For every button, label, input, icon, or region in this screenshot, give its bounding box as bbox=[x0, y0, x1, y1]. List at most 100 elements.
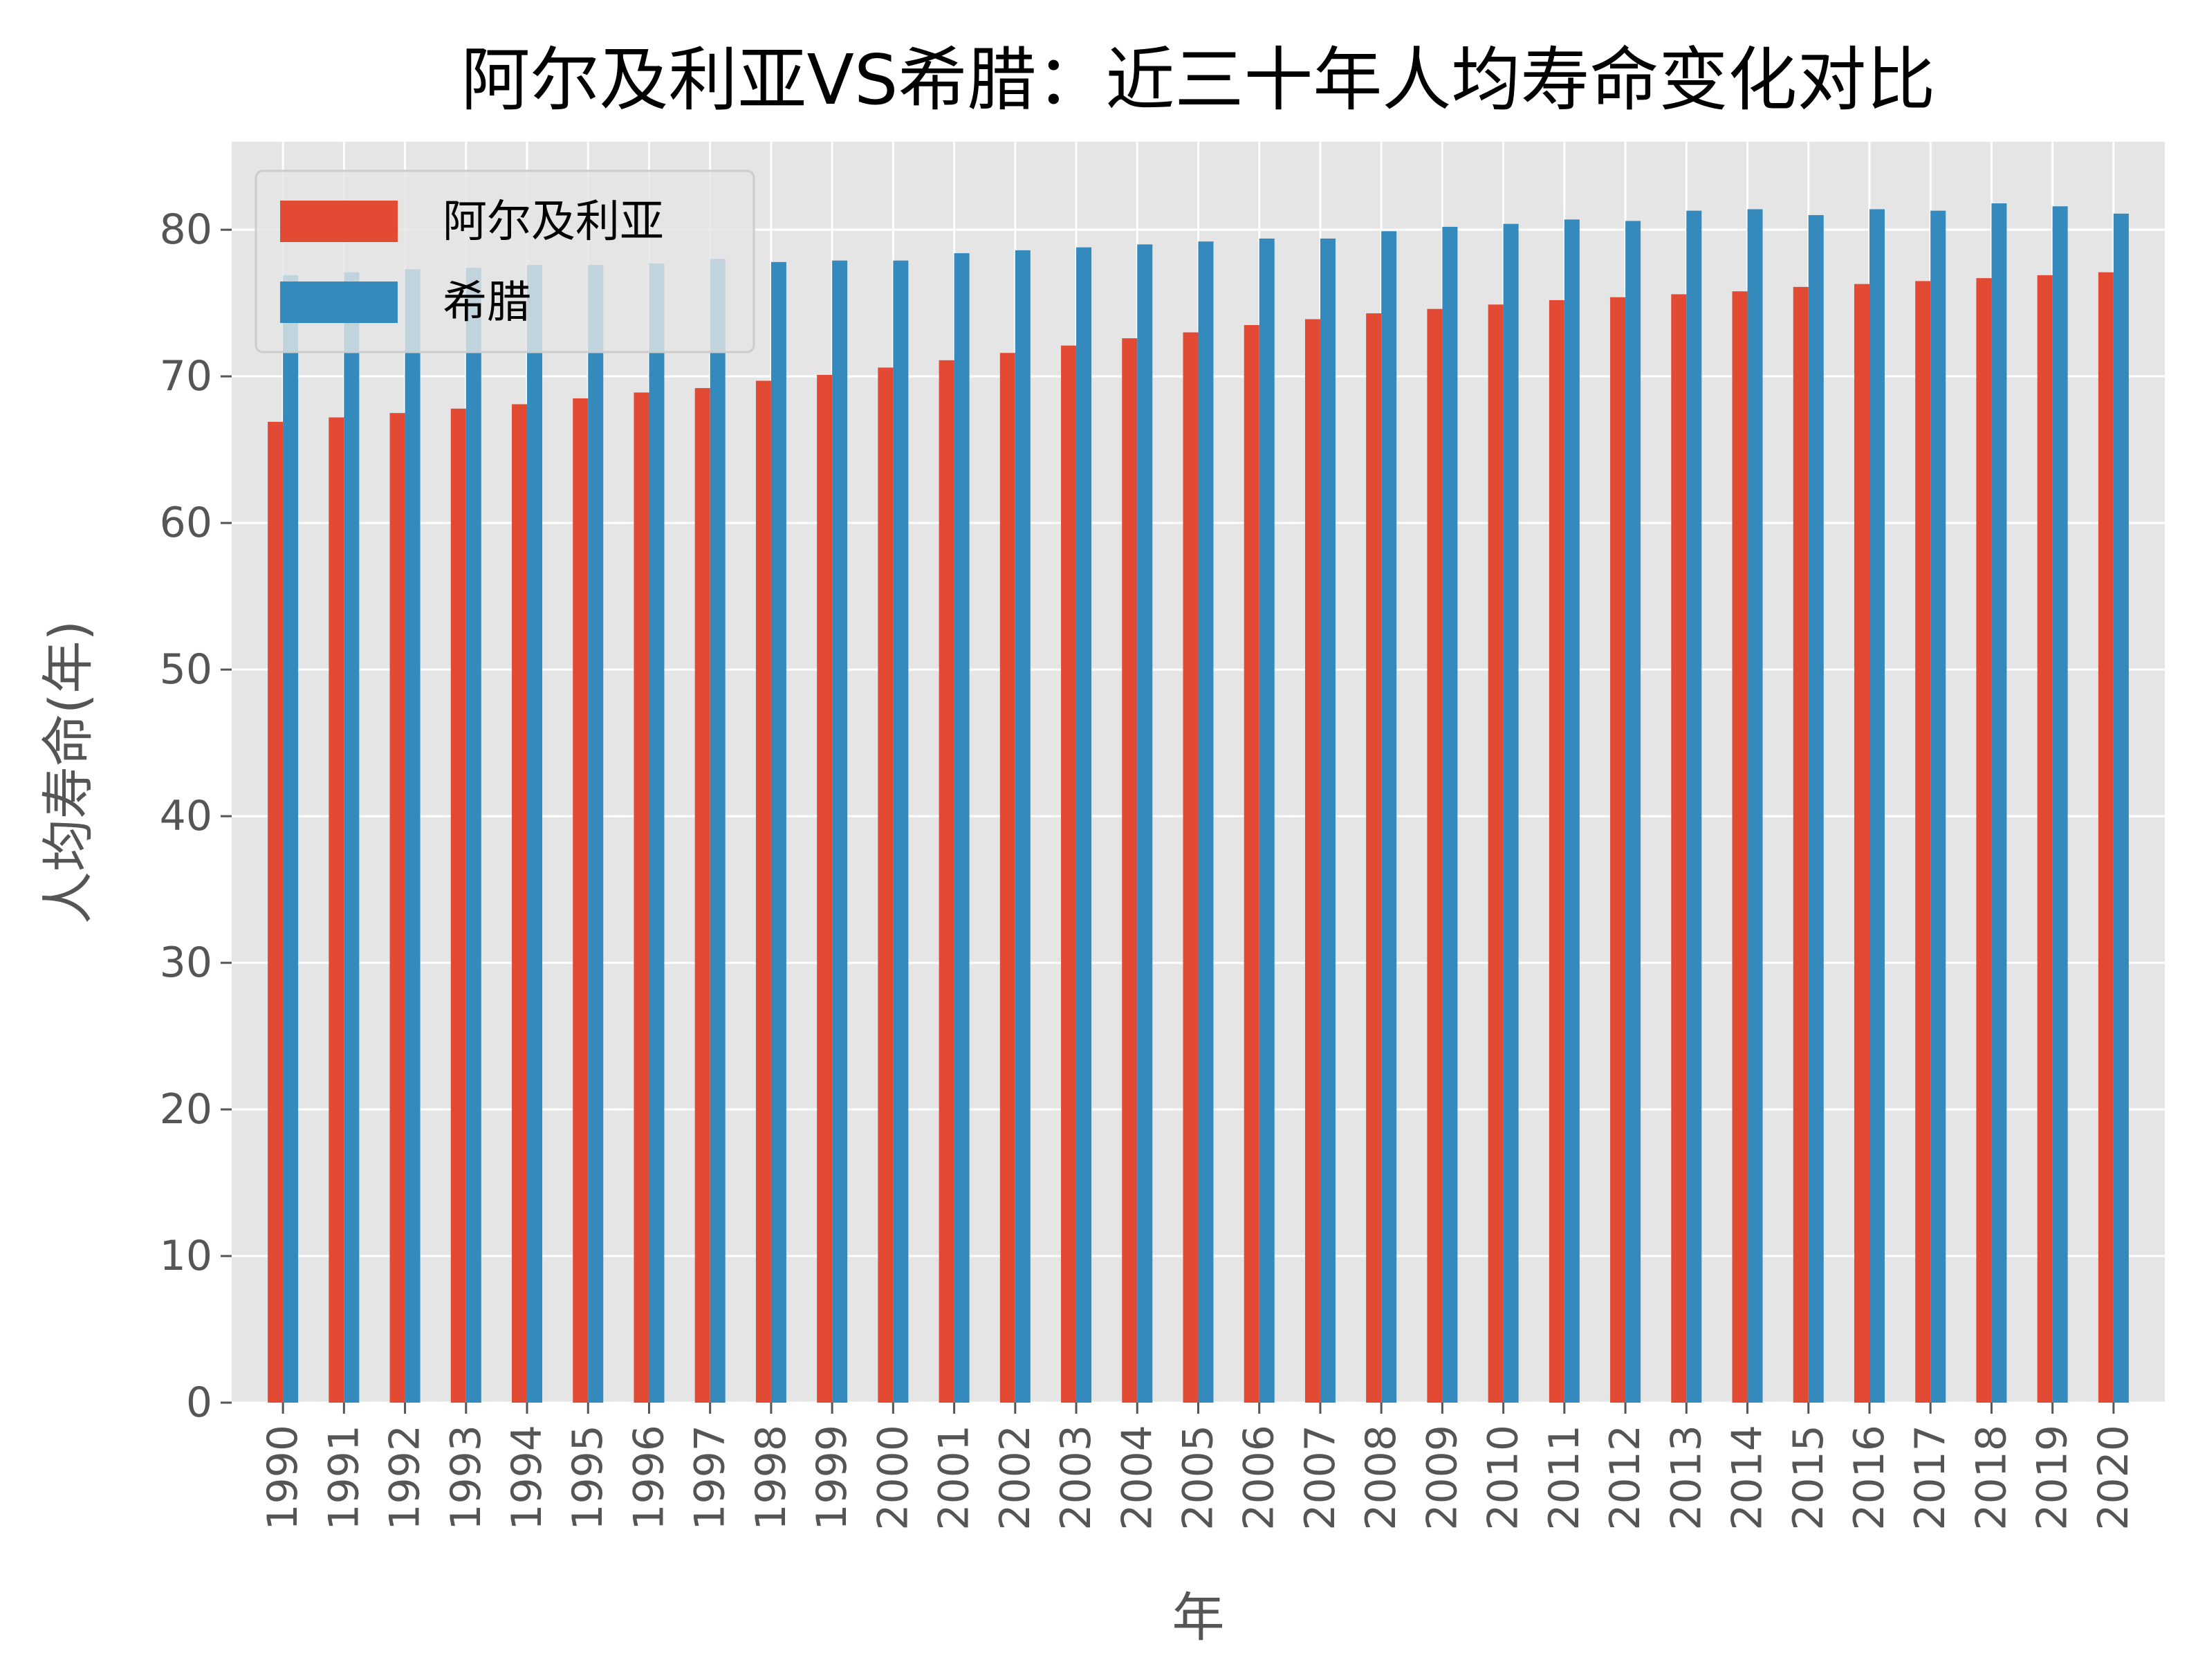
bar-algeria-2020 bbox=[2098, 272, 2114, 1403]
bar-greece-1995 bbox=[588, 265, 604, 1403]
bar-greece-1994 bbox=[527, 265, 543, 1403]
bar-algeria-2018 bbox=[1976, 278, 1992, 1403]
bar-greece-2001 bbox=[954, 253, 970, 1403]
bar-algeria-1994 bbox=[512, 404, 528, 1403]
bar-greece-2000 bbox=[893, 260, 909, 1403]
bar-algeria-2012 bbox=[1610, 297, 1626, 1403]
y-axis-label: 人均寿命(年) bbox=[37, 620, 99, 924]
y-tick-label: 30 bbox=[160, 939, 212, 987]
y-tick-label: 20 bbox=[160, 1085, 212, 1134]
bar-greece-2017 bbox=[1930, 210, 1946, 1403]
bar-algeria-1996 bbox=[634, 392, 649, 1403]
bar-algeria-1995 bbox=[573, 398, 589, 1403]
bar-algeria-2006 bbox=[1244, 324, 1259, 1403]
x-tick-label: 2009 bbox=[1418, 1425, 1466, 1531]
bar-greece-1998 bbox=[770, 261, 786, 1403]
bar-algeria-2017 bbox=[1915, 281, 1931, 1403]
bar-algeria-2010 bbox=[1488, 304, 1504, 1403]
x-tick-label: 2017 bbox=[1906, 1425, 1955, 1531]
bar-greece-1996 bbox=[649, 263, 665, 1403]
x-tick-label: 1990 bbox=[259, 1425, 307, 1531]
bar-algeria-2007 bbox=[1304, 319, 1320, 1403]
legend-label-algeria: 阿尔及利亚 bbox=[443, 196, 664, 248]
x-tick-label: 2020 bbox=[2089, 1425, 2138, 1531]
bar-greece-2005 bbox=[1198, 241, 1214, 1403]
x-tick-label: 1996 bbox=[625, 1425, 673, 1531]
x-tick-label: 2015 bbox=[1784, 1425, 1833, 1531]
bar-greece-2014 bbox=[1747, 209, 1763, 1403]
x-tick-label: 2011 bbox=[1540, 1425, 1589, 1531]
x-tick-label: 1994 bbox=[503, 1425, 551, 1531]
bar-greece-2011 bbox=[1564, 219, 1580, 1403]
x-tick-label: 2001 bbox=[930, 1425, 979, 1531]
y-tick-label: 60 bbox=[160, 499, 212, 547]
bars bbox=[268, 203, 2129, 1403]
legend-label-greece: 希腊 bbox=[443, 277, 531, 329]
bar-algeria-2011 bbox=[1549, 299, 1564, 1403]
y-tick-label: 70 bbox=[160, 352, 212, 400]
x-tick-label: 1999 bbox=[808, 1425, 856, 1531]
bar-algeria-2008 bbox=[1366, 313, 1382, 1403]
bar-algeria-2001 bbox=[939, 360, 954, 1403]
bar-algeria-1999 bbox=[817, 375, 833, 1403]
chart-title: 阿尔及利亚VS希腊：近三十年人均寿命变化对比 bbox=[461, 39, 1936, 120]
x-tick-label: 2003 bbox=[1052, 1425, 1100, 1531]
bar-greece-2013 bbox=[1686, 210, 1702, 1403]
x-tick-label: 2005 bbox=[1174, 1425, 1223, 1531]
bar-greece-2016 bbox=[1869, 209, 1885, 1403]
x-tick-label: 2000 bbox=[869, 1425, 917, 1531]
bar-greece-1990 bbox=[283, 275, 299, 1403]
x-tick-label: 2019 bbox=[2029, 1425, 2077, 1531]
y-tick-label: 40 bbox=[160, 792, 212, 840]
bar-algeria-2005 bbox=[1183, 332, 1199, 1403]
bar-greece-1992 bbox=[405, 269, 421, 1403]
legend-swatch-greece bbox=[280, 281, 398, 323]
x-tick-label: 1997 bbox=[686, 1425, 735, 1531]
y-tick-label: 80 bbox=[160, 205, 212, 254]
x-tick-label: 2004 bbox=[1113, 1425, 1161, 1531]
bar-algeria-2013 bbox=[1671, 294, 1687, 1403]
x-tick-label: 1993 bbox=[442, 1425, 490, 1531]
bar-greece-2019 bbox=[2052, 206, 2068, 1403]
y-tick-label: 50 bbox=[160, 645, 212, 694]
bar-algeria-1997 bbox=[694, 388, 710, 1403]
legend: 阿尔及利亚 希腊 bbox=[255, 169, 755, 353]
bar-greece-2008 bbox=[1381, 231, 1397, 1403]
bar-greece-2020 bbox=[2113, 213, 2129, 1403]
x-tick-label: 1991 bbox=[320, 1425, 368, 1531]
bar-greece-2009 bbox=[1442, 226, 1458, 1403]
x-tick-label: 2007 bbox=[1296, 1425, 1345, 1531]
bar-greece-2010 bbox=[1503, 223, 1519, 1403]
bar-greece-2004 bbox=[1137, 244, 1153, 1403]
x-tick-label: 2006 bbox=[1235, 1425, 1284, 1531]
bar-algeria-1990 bbox=[268, 421, 284, 1403]
bar-greece-2002 bbox=[1015, 250, 1031, 1403]
bar-greece-2006 bbox=[1259, 238, 1275, 1403]
x-tick-label: 1992 bbox=[381, 1425, 430, 1531]
bar-algeria-2014 bbox=[1732, 291, 1748, 1403]
bar-algeria-1991 bbox=[329, 417, 344, 1403]
bar-algeria-2015 bbox=[1793, 286, 1809, 1403]
bar-algeria-2016 bbox=[1854, 284, 1869, 1403]
y-tick-label: 10 bbox=[160, 1232, 212, 1280]
bar-algeria-2002 bbox=[999, 353, 1015, 1403]
y-tick-label: 0 bbox=[186, 1378, 212, 1427]
bar-greece-2015 bbox=[1808, 214, 1824, 1403]
bar-algeria-1998 bbox=[755, 380, 771, 1403]
x-tick-label: 1998 bbox=[747, 1425, 795, 1531]
x-tick-label: 1995 bbox=[564, 1425, 612, 1531]
bar-algeria-1993 bbox=[450, 408, 466, 1403]
x-axis: 1990 1991 1992 1993 1994 1995 1996 1997 1998 1999… bbox=[259, 1403, 2138, 1531]
bar-algeria-2004 bbox=[1122, 338, 1138, 1403]
x-axis-label: 年 bbox=[1172, 1587, 1225, 1648]
bar-algeria-1992 bbox=[389, 413, 405, 1403]
bar-greece-1991 bbox=[344, 272, 360, 1403]
x-tick-label: 2010 bbox=[1479, 1425, 1528, 1531]
bar-greece-2003 bbox=[1076, 247, 1092, 1403]
x-tick-label: 2018 bbox=[1967, 1425, 2015, 1531]
x-tick-label: 2014 bbox=[1724, 1425, 1772, 1531]
bar-algeria-2000 bbox=[878, 367, 894, 1403]
y-axis: 0 10 20 30 40 50 60 70 80 bbox=[160, 205, 232, 1427]
bar-greece-2007 bbox=[1320, 238, 1336, 1403]
